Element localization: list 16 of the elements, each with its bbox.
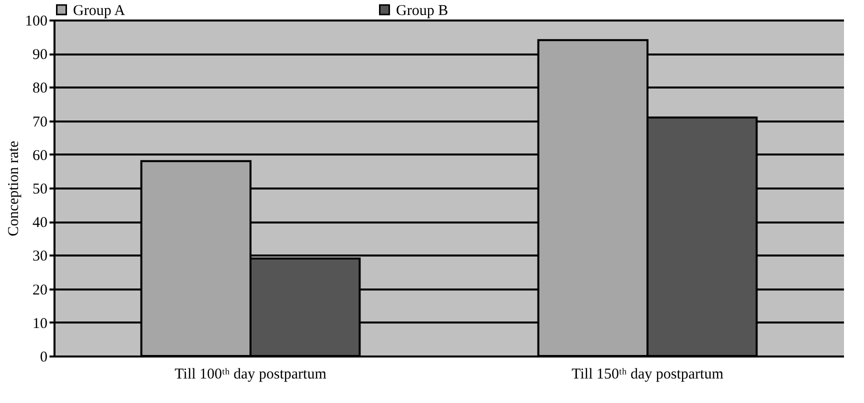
legend-label: Group B — [396, 2, 448, 19]
y-tick-label: 30 — [32, 248, 48, 265]
y-tick-label: 100 — [25, 14, 48, 30]
y-tick-label: 0 — [40, 350, 48, 366]
y-tick-label: 50 — [32, 182, 48, 198]
y-tick-label: 60 — [32, 148, 48, 164]
y-tick-label: 20 — [32, 282, 48, 298]
y-tick-label: 10 — [32, 316, 48, 332]
y-tick-label: 80 — [32, 80, 48, 97]
y-tick-label: 70 — [32, 114, 48, 130]
y-tick-label: 40 — [32, 215, 48, 232]
x-tick-label: Till 150ᵗʰ day postpartum — [572, 366, 724, 382]
y-axis-title: Conception rate — [6, 140, 22, 236]
legend-label: Group A — [73, 2, 126, 19]
y-tick-label: 90 — [32, 47, 48, 64]
x-tick-label: Till 100ᵗʰ day postpartum — [174, 366, 327, 382]
